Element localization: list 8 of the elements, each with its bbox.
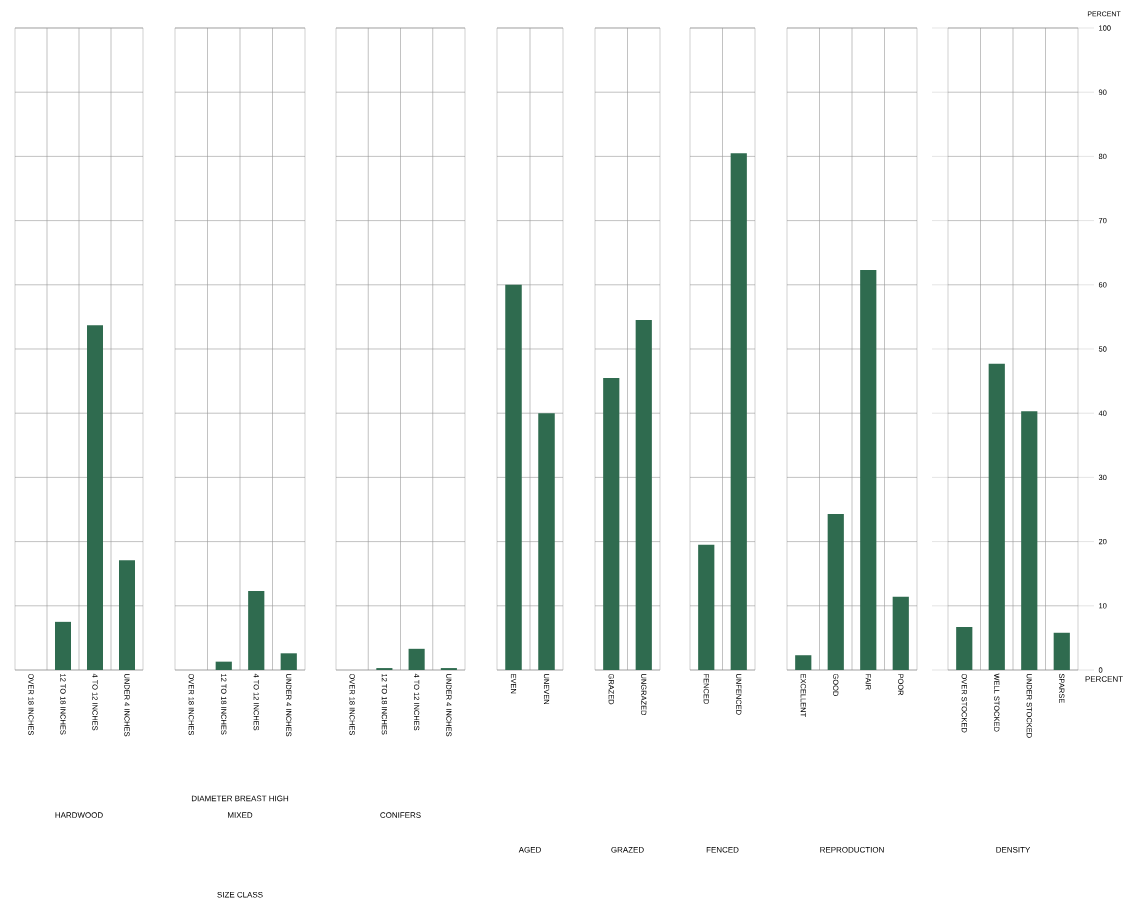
bar — [827, 513, 844, 670]
bar — [892, 596, 909, 670]
bar — [860, 270, 877, 670]
bar — [1053, 632, 1070, 670]
bar — [795, 655, 812, 670]
bar — [988, 363, 1005, 670]
bar — [1021, 411, 1038, 670]
bar — [956, 626, 973, 670]
